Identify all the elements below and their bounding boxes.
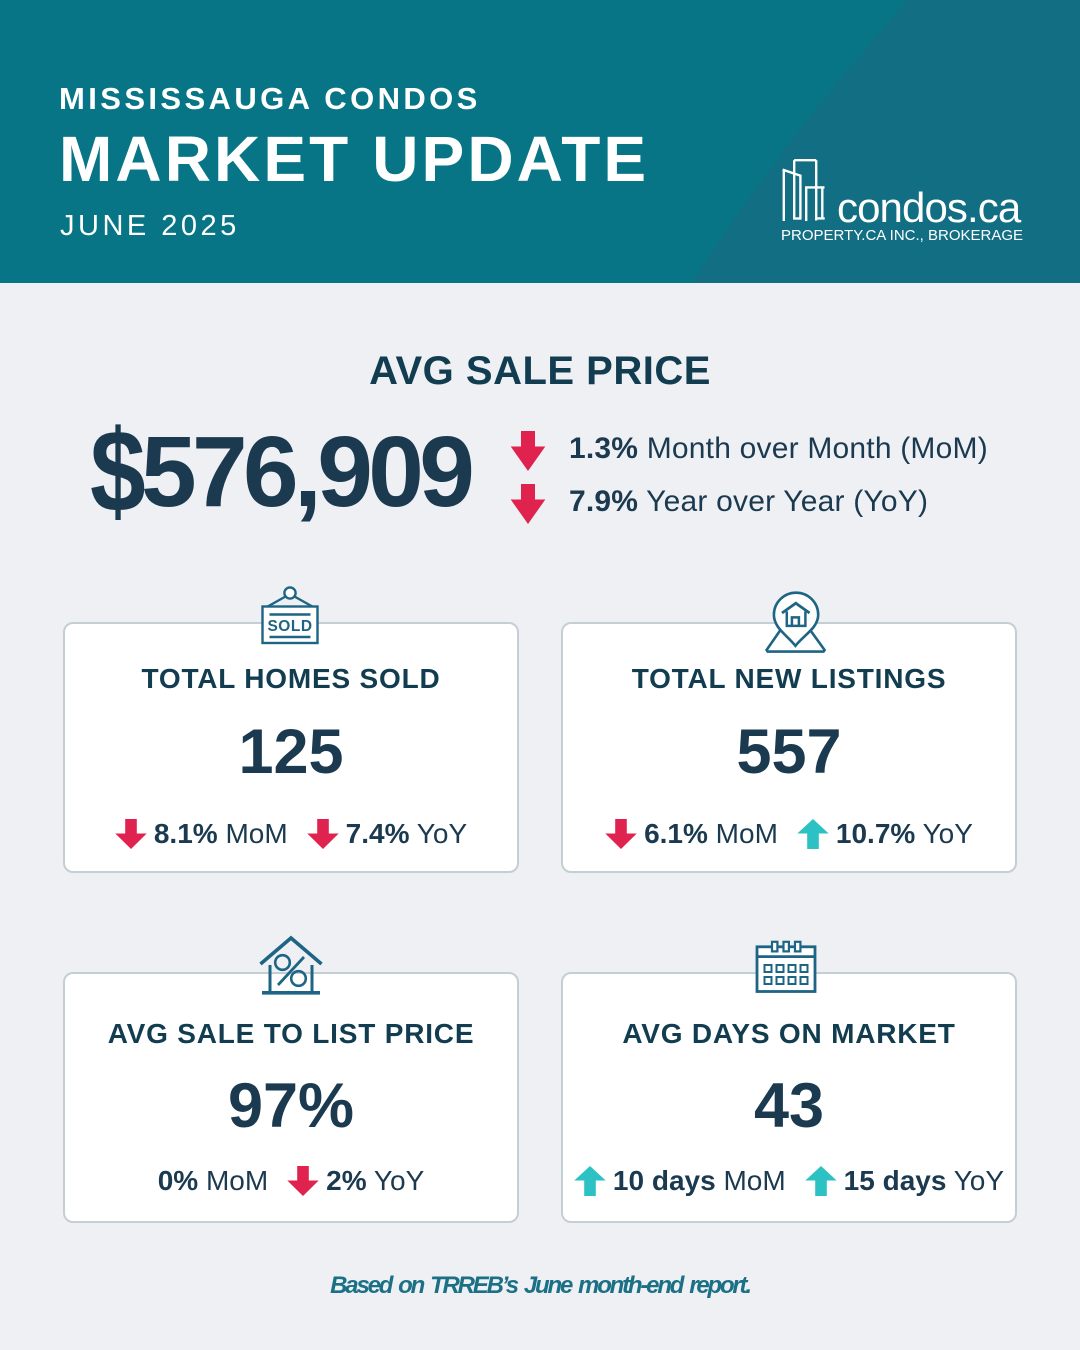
svg-text:SOLD: SOLD bbox=[267, 618, 312, 635]
